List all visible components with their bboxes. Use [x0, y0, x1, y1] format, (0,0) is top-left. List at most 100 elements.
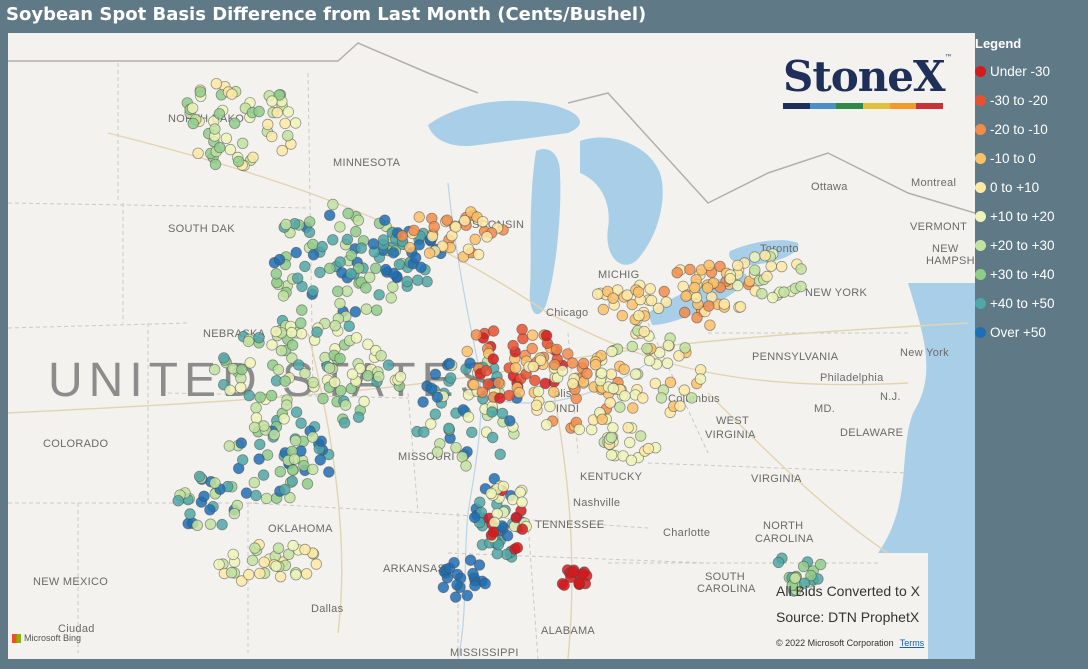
- bid-point[interactable]: [270, 560, 282, 572]
- legend-item[interactable]: -20 to -10: [975, 115, 1088, 144]
- bid-point[interactable]: [567, 378, 579, 390]
- bid-point[interactable]: [387, 247, 400, 259]
- bid-point[interactable]: [558, 579, 570, 591]
- bid-point[interactable]: [213, 108, 226, 120]
- bid-point[interactable]: [250, 402, 262, 414]
- bid-point[interactable]: [494, 392, 506, 404]
- bid-point[interactable]: [345, 249, 358, 262]
- bid-point[interactable]: [323, 362, 336, 374]
- bid-point[interactable]: [282, 106, 295, 118]
- bid-point[interactable]: [327, 198, 339, 211]
- bid-point[interactable]: [254, 567, 266, 580]
- bid-point[interactable]: [805, 569, 817, 582]
- bid-point[interactable]: [345, 267, 357, 280]
- bid-point[interactable]: [684, 263, 696, 276]
- bid-point[interactable]: [645, 294, 658, 307]
- bid-point[interactable]: [694, 373, 707, 385]
- bid-point[interactable]: [172, 495, 184, 507]
- bid-point[interactable]: [678, 384, 691, 396]
- bid-point[interactable]: [360, 303, 373, 315]
- bid-point[interactable]: [377, 234, 390, 246]
- bid-point[interactable]: [329, 376, 341, 389]
- bid-point[interactable]: [304, 216, 316, 228]
- bid-point[interactable]: [481, 231, 493, 243]
- bid-point[interactable]: [286, 339, 299, 351]
- bid-point[interactable]: [619, 390, 631, 402]
- bid-point[interactable]: [673, 350, 685, 362]
- bid-point[interactable]: [614, 401, 626, 413]
- bid-point[interactable]: [503, 389, 515, 402]
- bid-point[interactable]: [597, 303, 610, 316]
- legend-item[interactable]: +10 to +20: [975, 202, 1088, 231]
- bid-point[interactable]: [596, 367, 608, 379]
- bid-point[interactable]: [425, 418, 437, 430]
- bid-point[interactable]: [279, 483, 291, 496]
- bid-point[interactable]: [607, 292, 619, 304]
- bid-point[interactable]: [509, 362, 522, 374]
- bid-point[interactable]: [292, 359, 305, 371]
- bid-point[interactable]: [279, 117, 291, 130]
- bid-point[interactable]: [539, 377, 552, 390]
- bid-point[interactable]: [626, 340, 639, 353]
- bid-point[interactable]: [607, 422, 619, 434]
- bid-point[interactable]: [464, 554, 477, 566]
- bid-point[interactable]: [342, 207, 354, 220]
- bid-point[interactable]: [691, 312, 703, 324]
- bid-point[interactable]: [511, 542, 524, 554]
- legend-item[interactable]: 0 to +10: [975, 173, 1088, 202]
- bid-point[interactable]: [431, 446, 444, 458]
- bid-point[interactable]: [756, 288, 768, 300]
- bid-point[interactable]: [317, 392, 329, 405]
- bid-point[interactable]: [310, 558, 323, 570]
- bid-point[interactable]: [268, 429, 280, 441]
- bid-point[interactable]: [253, 332, 265, 344]
- bid-point[interactable]: [450, 221, 462, 233]
- bid-point[interactable]: [605, 431, 618, 444]
- bid-point[interactable]: [451, 579, 463, 591]
- bid-point[interactable]: [461, 345, 473, 358]
- bid-point[interactable]: [470, 329, 483, 341]
- bid-point[interactable]: [373, 289, 385, 301]
- bid-point[interactable]: [526, 329, 539, 341]
- bid-point[interactable]: [307, 249, 320, 261]
- bid-point[interactable]: [242, 335, 255, 348]
- bid-point[interactable]: [551, 343, 563, 356]
- bid-point[interactable]: [355, 242, 368, 254]
- bid-point[interactable]: [649, 377, 662, 390]
- bid-point[interactable]: [789, 572, 801, 584]
- bid-point[interactable]: [690, 291, 703, 304]
- bid-point[interactable]: [586, 423, 598, 436]
- bid-point[interactable]: [373, 371, 385, 383]
- bid-point[interactable]: [472, 248, 485, 261]
- bid-point[interactable]: [210, 78, 223, 90]
- bid-point[interactable]: [209, 158, 222, 171]
- bid-point[interactable]: [260, 492, 273, 505]
- bid-point[interactable]: [637, 392, 649, 404]
- bid-point[interactable]: [641, 342, 653, 355]
- bid-point[interactable]: [510, 511, 522, 524]
- bid-point[interactable]: [254, 391, 266, 403]
- bid-point[interactable]: [253, 105, 265, 118]
- bid-point[interactable]: [284, 491, 296, 504]
- bid-point[interactable]: [262, 118, 274, 131]
- bid-point[interactable]: [350, 225, 362, 238]
- bid-point[interactable]: [450, 591, 462, 603]
- bid-point[interactable]: [307, 431, 319, 443]
- legend-item[interactable]: -30 to -20: [975, 86, 1088, 115]
- bid-point[interactable]: [254, 438, 266, 451]
- bid-point[interactable]: [549, 359, 561, 371]
- bid-point[interactable]: [724, 272, 737, 285]
- bid-point[interactable]: [187, 117, 199, 130]
- bid-point[interactable]: [286, 475, 299, 487]
- bid-point[interactable]: [346, 368, 359, 380]
- bid-point[interactable]: [469, 233, 481, 246]
- bid-point[interactable]: [307, 285, 319, 297]
- bid-point[interactable]: [247, 151, 259, 164]
- bid-point[interactable]: [413, 239, 426, 251]
- bid-point[interactable]: [370, 262, 382, 275]
- bid-point[interactable]: [679, 342, 691, 354]
- bid-point[interactable]: [467, 567, 479, 580]
- bid-point[interactable]: [323, 466, 335, 478]
- bid-point[interactable]: [486, 406, 498, 418]
- bid-point[interactable]: [778, 286, 790, 298]
